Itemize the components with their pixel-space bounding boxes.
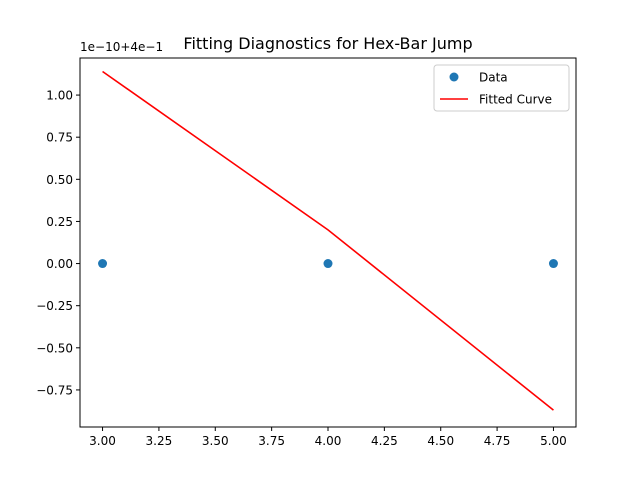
data-point: [98, 259, 108, 269]
y-tick-label: 0.25: [46, 215, 73, 229]
y-tick-label: 0.50: [46, 173, 73, 187]
x-tick-label: 3.00: [89, 434, 116, 448]
y-tick-label: −0.50: [36, 341, 73, 355]
x-tick-label: 4.25: [371, 434, 398, 448]
x-tick-label: 3.75: [258, 434, 285, 448]
y-tick-label: −0.25: [36, 299, 73, 313]
data-point: [548, 259, 558, 269]
y-tick-label: 1.00: [46, 89, 73, 103]
x-tick-label: 4.00: [315, 434, 342, 448]
legend-marker-data: [449, 72, 459, 82]
x-tick-label: 3.25: [146, 434, 173, 448]
data-point: [323, 259, 333, 269]
fitted-curve-line: [102, 70, 554, 411]
x-tick-label: 4.50: [427, 434, 454, 448]
x-tick-label: 3.50: [202, 434, 229, 448]
y-tick-label: 0.00: [46, 257, 73, 271]
plot-frame: [79, 57, 577, 428]
legend-label: Fitted Curve: [479, 93, 552, 107]
x-axis: 3.00 3.25 3.50 3.75 4.00 4.25 4.50 4.75 5.00: [89, 427, 567, 448]
y-tick-label: −0.75: [36, 383, 73, 397]
legend-label: Data: [479, 71, 508, 85]
x-tick-label: 5.00: [540, 434, 567, 448]
y-axis: 1.00 0.75 0.50 0.25 0.00 −0.25 −0.50 −0.75: [36, 89, 80, 397]
y-axis-offset-label: 1e−10+4e−1: [80, 40, 163, 54]
plot-marks: [98, 70, 558, 411]
x-tick-label: 4.75: [484, 434, 511, 448]
legend: Data Fitted Curve: [433, 64, 570, 112]
y-tick-label: 0.75: [46, 131, 73, 145]
chart-title: Fitting Diagnostics for Hex-Bar Jump: [183, 34, 472, 53]
